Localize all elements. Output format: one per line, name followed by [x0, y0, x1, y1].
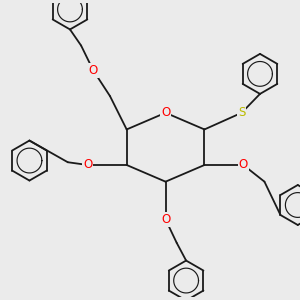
Text: O: O [89, 64, 98, 77]
Text: O: O [161, 106, 170, 119]
Text: O: O [239, 158, 248, 172]
Text: S: S [238, 106, 245, 119]
Text: O: O [83, 158, 92, 172]
Text: O: O [161, 213, 170, 226]
